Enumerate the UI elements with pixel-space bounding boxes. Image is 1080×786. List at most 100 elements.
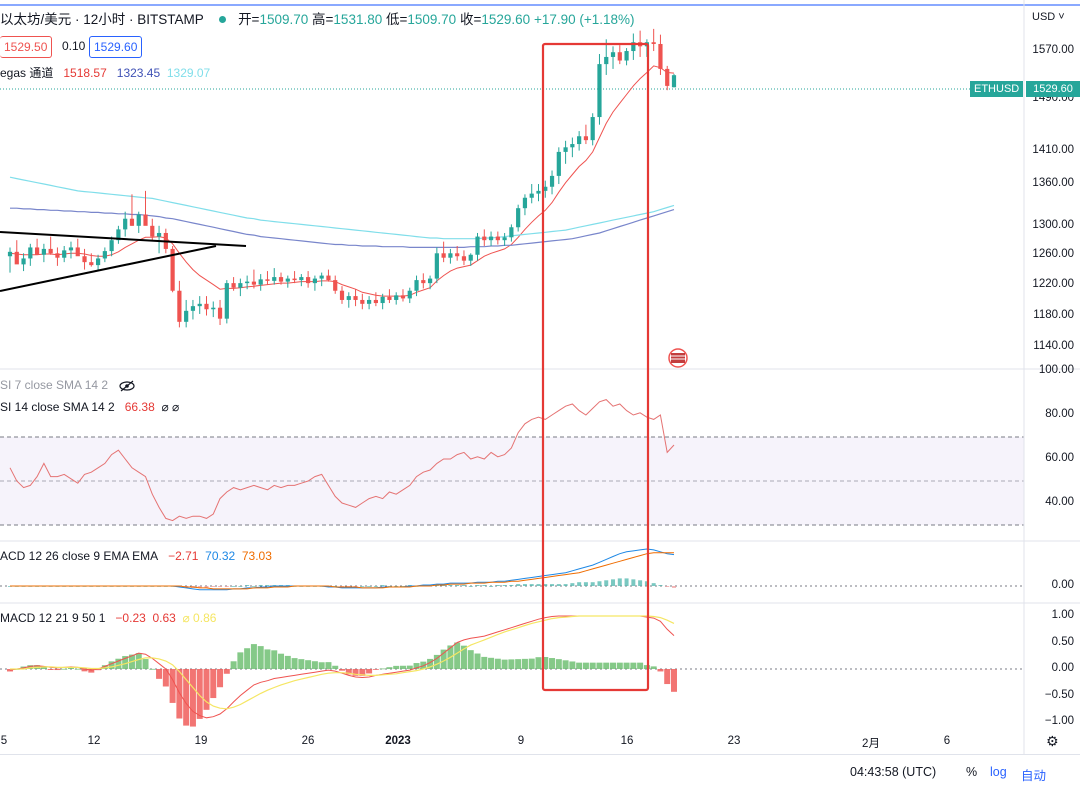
candle[interactable] xyxy=(346,292,351,308)
candle[interactable] xyxy=(502,232,507,246)
candle[interactable] xyxy=(380,293,385,310)
candle[interactable] xyxy=(319,272,324,287)
candle[interactable] xyxy=(373,292,378,307)
candle[interactable] xyxy=(455,245,460,261)
candle[interactable] xyxy=(258,274,263,291)
candle[interactable] xyxy=(468,253,473,266)
candle[interactable] xyxy=(55,247,60,266)
candle[interactable] xyxy=(339,286,345,304)
candle[interactable] xyxy=(407,287,412,304)
macd1-legend[interactable]: ACD 12 26 close 9 EMA EMA −2.71 70.32 73… xyxy=(0,549,272,563)
candle[interactable] xyxy=(109,236,114,257)
candle[interactable] xyxy=(197,296,202,314)
candle[interactable] xyxy=(387,289,392,304)
candle[interactable] xyxy=(509,224,514,242)
candle[interactable] xyxy=(631,33,636,60)
rsi14-legend[interactable]: SI 14 close SMA 14 2 66.38 ⌀ ⌀ xyxy=(0,400,179,414)
candle[interactable] xyxy=(41,243,46,263)
candle[interactable] xyxy=(245,275,250,290)
candle[interactable] xyxy=(224,280,229,324)
candle[interactable] xyxy=(21,253,26,272)
highlight-box[interactable] xyxy=(541,42,650,692)
candle[interactable] xyxy=(14,240,19,265)
candle[interactable] xyxy=(590,113,595,146)
candle[interactable] xyxy=(570,137,575,158)
candle[interactable] xyxy=(529,184,534,204)
candle[interactable] xyxy=(123,211,128,237)
candle[interactable] xyxy=(326,269,331,282)
candle[interactable] xyxy=(312,275,317,291)
event-flag-icon[interactable] xyxy=(668,348,688,368)
candle[interactable] xyxy=(170,245,175,293)
candle[interactable] xyxy=(522,194,528,216)
candle[interactable] xyxy=(190,299,196,320)
candle[interactable] xyxy=(577,131,582,151)
candle[interactable] xyxy=(414,275,419,297)
candle[interactable] xyxy=(610,46,616,69)
candle[interactable] xyxy=(516,204,521,232)
candle[interactable] xyxy=(211,301,216,318)
candle[interactable] xyxy=(488,231,494,246)
candle[interactable] xyxy=(671,73,677,88)
candle[interactable] xyxy=(536,184,541,202)
candle[interactable] xyxy=(62,245,67,263)
log-toggle[interactable]: log xyxy=(990,765,1007,779)
candle[interactable] xyxy=(156,225,162,254)
candle[interactable] xyxy=(421,273,426,289)
candle[interactable] xyxy=(367,296,372,310)
candle[interactable] xyxy=(75,238,80,257)
candle[interactable] xyxy=(68,241,74,259)
candle[interactable] xyxy=(89,253,94,267)
candle[interactable] xyxy=(204,296,209,316)
candle[interactable] xyxy=(427,275,433,290)
candle[interactable] xyxy=(604,39,609,75)
candle[interactable] xyxy=(7,247,13,273)
candle[interactable] xyxy=(394,292,399,305)
candle[interactable] xyxy=(306,271,311,288)
symbol-title[interactable]: 以太坊/美元 · 12小时 · BITSTAMP xyxy=(0,12,204,27)
candle[interactable] xyxy=(333,275,338,294)
candle[interactable] xyxy=(251,269,257,289)
candle[interactable] xyxy=(400,289,406,302)
candle[interactable] xyxy=(556,147,561,185)
candle[interactable] xyxy=(136,211,141,233)
hidden-eye-icon[interactable] xyxy=(119,380,136,392)
bb-legend[interactable]: egas 通道 1518.57 1323.45 1329.07 xyxy=(0,64,210,81)
candle[interactable] xyxy=(177,280,182,328)
sell-price-button[interactable]: 1529.50 xyxy=(0,36,53,58)
candle[interactable] xyxy=(35,238,40,255)
candle[interactable] xyxy=(82,248,87,270)
candle[interactable] xyxy=(475,232,480,261)
candle[interactable] xyxy=(238,278,243,297)
buy-price-button[interactable]: 1529.60 xyxy=(89,36,143,58)
triangle-upper-trendline[interactable] xyxy=(0,231,247,247)
candle[interactable] xyxy=(278,272,284,285)
clock-display[interactable]: 04:43:58 (UTC) xyxy=(850,765,937,779)
candle[interactable] xyxy=(583,124,589,145)
candle[interactable] xyxy=(461,250,467,266)
candle[interactable] xyxy=(48,236,53,255)
candle[interactable] xyxy=(658,34,663,75)
candle[interactable] xyxy=(265,271,270,285)
candle[interactable] xyxy=(434,247,439,284)
triangle-lower-trendline[interactable] xyxy=(0,245,217,292)
candle[interactable] xyxy=(231,277,236,291)
candle[interactable] xyxy=(441,241,446,263)
candle[interactable] xyxy=(102,247,107,263)
currency-selector[interactable]: USD ˅ xyxy=(1032,11,1065,23)
percent-toggle[interactable]: % xyxy=(966,765,978,779)
candle[interactable] xyxy=(143,190,148,226)
candle[interactable] xyxy=(129,194,135,226)
candle[interactable] xyxy=(495,231,500,245)
macd2-legend[interactable]: MACD 12 21 9 50 1 −0.23 0.63 ⌀ 0.86 xyxy=(0,611,216,625)
candle[interactable] xyxy=(28,243,33,266)
candle[interactable] xyxy=(299,274,304,287)
candle[interactable] xyxy=(617,45,622,65)
candle[interactable] xyxy=(150,218,155,241)
candle[interactable] xyxy=(597,53,602,125)
candle[interactable] xyxy=(285,275,290,288)
candle[interactable] xyxy=(624,48,629,66)
candle[interactable] xyxy=(448,248,453,264)
candle[interactable] xyxy=(543,180,548,198)
candle[interactable] xyxy=(665,65,670,91)
